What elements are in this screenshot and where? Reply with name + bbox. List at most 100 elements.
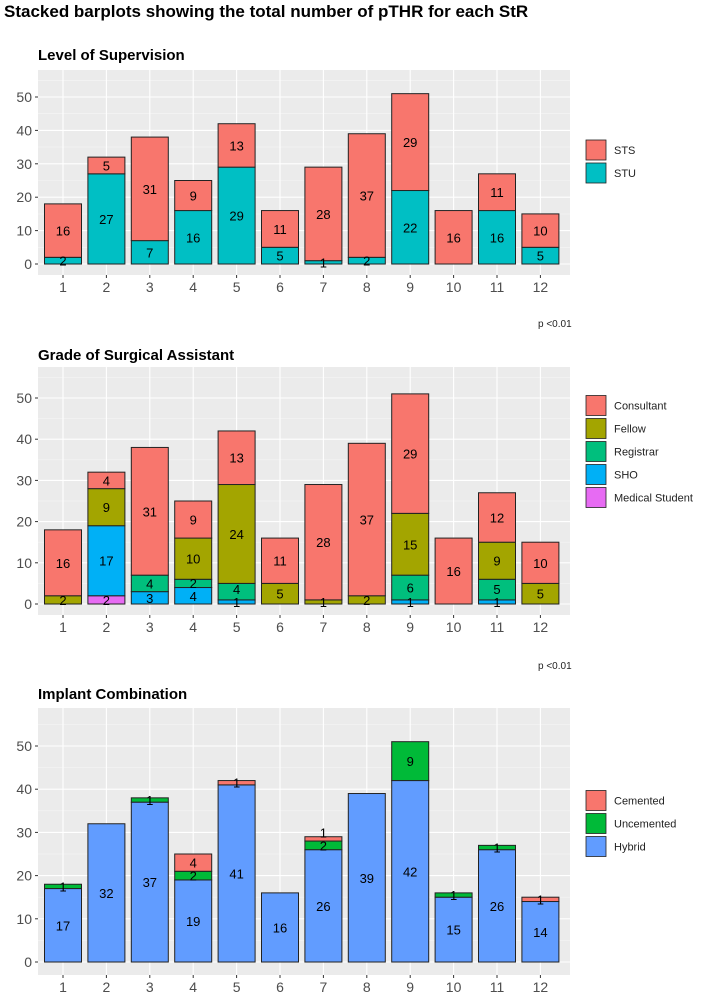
x-tick-label: 3 xyxy=(146,979,154,995)
bar-consultant xyxy=(478,492,516,543)
bar-cemented xyxy=(174,853,213,872)
data-label: 5 xyxy=(276,249,283,264)
bar-uncemented xyxy=(478,844,516,851)
data-label: 3 xyxy=(146,591,153,606)
bar-sts xyxy=(478,173,516,212)
data-label: 16 xyxy=(446,564,460,579)
data-label: 37 xyxy=(360,189,374,204)
data-label: 16 xyxy=(56,224,70,239)
data-label: 2 xyxy=(103,593,110,608)
x-tick-label: 1 xyxy=(59,279,67,295)
x-tick-label: 5 xyxy=(233,619,241,635)
data-label: 9 xyxy=(407,754,414,769)
x-tick-label: 2 xyxy=(103,279,111,295)
data-label: 15 xyxy=(446,923,460,938)
y-tick-label: 20 xyxy=(16,514,32,530)
data-label: 37 xyxy=(360,513,374,528)
x-tick-label: 4 xyxy=(189,979,197,995)
bar-sts xyxy=(304,166,343,262)
x-tick-label: 9 xyxy=(406,619,414,635)
data-label: 28 xyxy=(316,207,330,222)
x-tick-label: 9 xyxy=(406,279,414,295)
figure-title: Stacked barplots showing the total numbe… xyxy=(4,2,529,21)
data-label: 9 xyxy=(190,513,197,528)
y-tick-label: 10 xyxy=(16,555,32,571)
data-label: 4 xyxy=(103,473,110,488)
x-tick-label: 11 xyxy=(490,279,505,295)
x-tick-label: 6 xyxy=(276,979,284,995)
data-label: 16 xyxy=(56,556,70,571)
x-tick-label: 2 xyxy=(103,619,111,635)
data-label: 2 xyxy=(190,576,197,591)
data-label: 16 xyxy=(273,920,287,935)
legend-label: SHO xyxy=(614,470,638,482)
bar-consultant xyxy=(434,537,473,605)
x-tick-label: 3 xyxy=(146,279,154,295)
data-label: 1 xyxy=(537,892,544,907)
y-tick-label: 20 xyxy=(16,189,32,205)
data-label: 16 xyxy=(186,230,200,245)
legend-label: Fellow xyxy=(614,424,646,436)
data-label: 11 xyxy=(273,222,287,237)
bar-consultant xyxy=(87,471,126,490)
x-tick-label: 7 xyxy=(320,979,328,995)
data-label: 26 xyxy=(490,899,504,914)
legend-label: Medical Student xyxy=(614,493,693,505)
data-label: 9 xyxy=(103,500,110,515)
data-label: 39 xyxy=(360,871,374,886)
y-tick-label: 0 xyxy=(24,256,32,272)
y-tick-label: 30 xyxy=(16,156,32,172)
data-label: 29 xyxy=(403,135,417,150)
x-tick-label: 10 xyxy=(446,619,462,635)
x-tick-label: 12 xyxy=(533,619,549,635)
chart-title: Level of Supervision xyxy=(38,47,185,64)
bar-hybrid xyxy=(217,784,256,963)
bar-uncemented xyxy=(130,797,169,803)
data-label: 5 xyxy=(537,587,544,602)
data-label: 2 xyxy=(363,593,370,608)
y-tick-label: 40 xyxy=(16,431,32,447)
data-label: 15 xyxy=(403,537,417,552)
bar-stu xyxy=(217,166,256,265)
x-tick-label: 6 xyxy=(276,619,284,635)
legend-label: Uncemented xyxy=(614,819,676,831)
x-tick-label: 11 xyxy=(490,979,505,995)
legend-label: STU xyxy=(614,168,636,180)
data-label: 5 xyxy=(537,249,544,264)
bar-fellow xyxy=(478,541,516,580)
x-tick-label: 9 xyxy=(406,979,414,995)
data-label: 7 xyxy=(146,245,153,260)
data-label: 5 xyxy=(103,158,110,173)
data-label: 41 xyxy=(229,866,243,881)
y-tick-label: 30 xyxy=(16,824,32,840)
data-label: 19 xyxy=(186,914,200,929)
legend-label: Hybrid xyxy=(614,842,646,854)
chart-title: Implant Combination xyxy=(38,686,187,703)
data-label: 4 xyxy=(233,582,240,597)
bar-sts xyxy=(391,93,430,192)
bar-sts xyxy=(44,203,82,258)
data-label: 10 xyxy=(533,556,547,571)
bar-hybrid xyxy=(521,901,560,963)
data-label: 16 xyxy=(446,230,460,245)
bar-sts xyxy=(87,156,126,175)
x-tick-label: 1 xyxy=(59,619,67,635)
data-label: 1 xyxy=(450,888,457,903)
x-tick-label: 4 xyxy=(189,279,197,295)
data-label: 9 xyxy=(493,554,500,569)
legend-key xyxy=(585,139,607,161)
legend-key xyxy=(585,836,607,857)
x-tick-label: 7 xyxy=(320,279,328,295)
legend-key xyxy=(585,813,607,834)
x-tick-label: 5 xyxy=(233,279,241,295)
data-label: 10 xyxy=(533,224,547,239)
legend-label: STS xyxy=(614,145,635,157)
y-tick-label: 30 xyxy=(16,472,32,488)
y-tick-label: 10 xyxy=(16,911,32,927)
x-tick-label: 3 xyxy=(146,619,154,635)
bar-consultant xyxy=(347,442,386,597)
x-tick-label: 6 xyxy=(276,279,284,295)
data-label: 22 xyxy=(403,220,417,235)
data-label: 24 xyxy=(229,527,243,542)
